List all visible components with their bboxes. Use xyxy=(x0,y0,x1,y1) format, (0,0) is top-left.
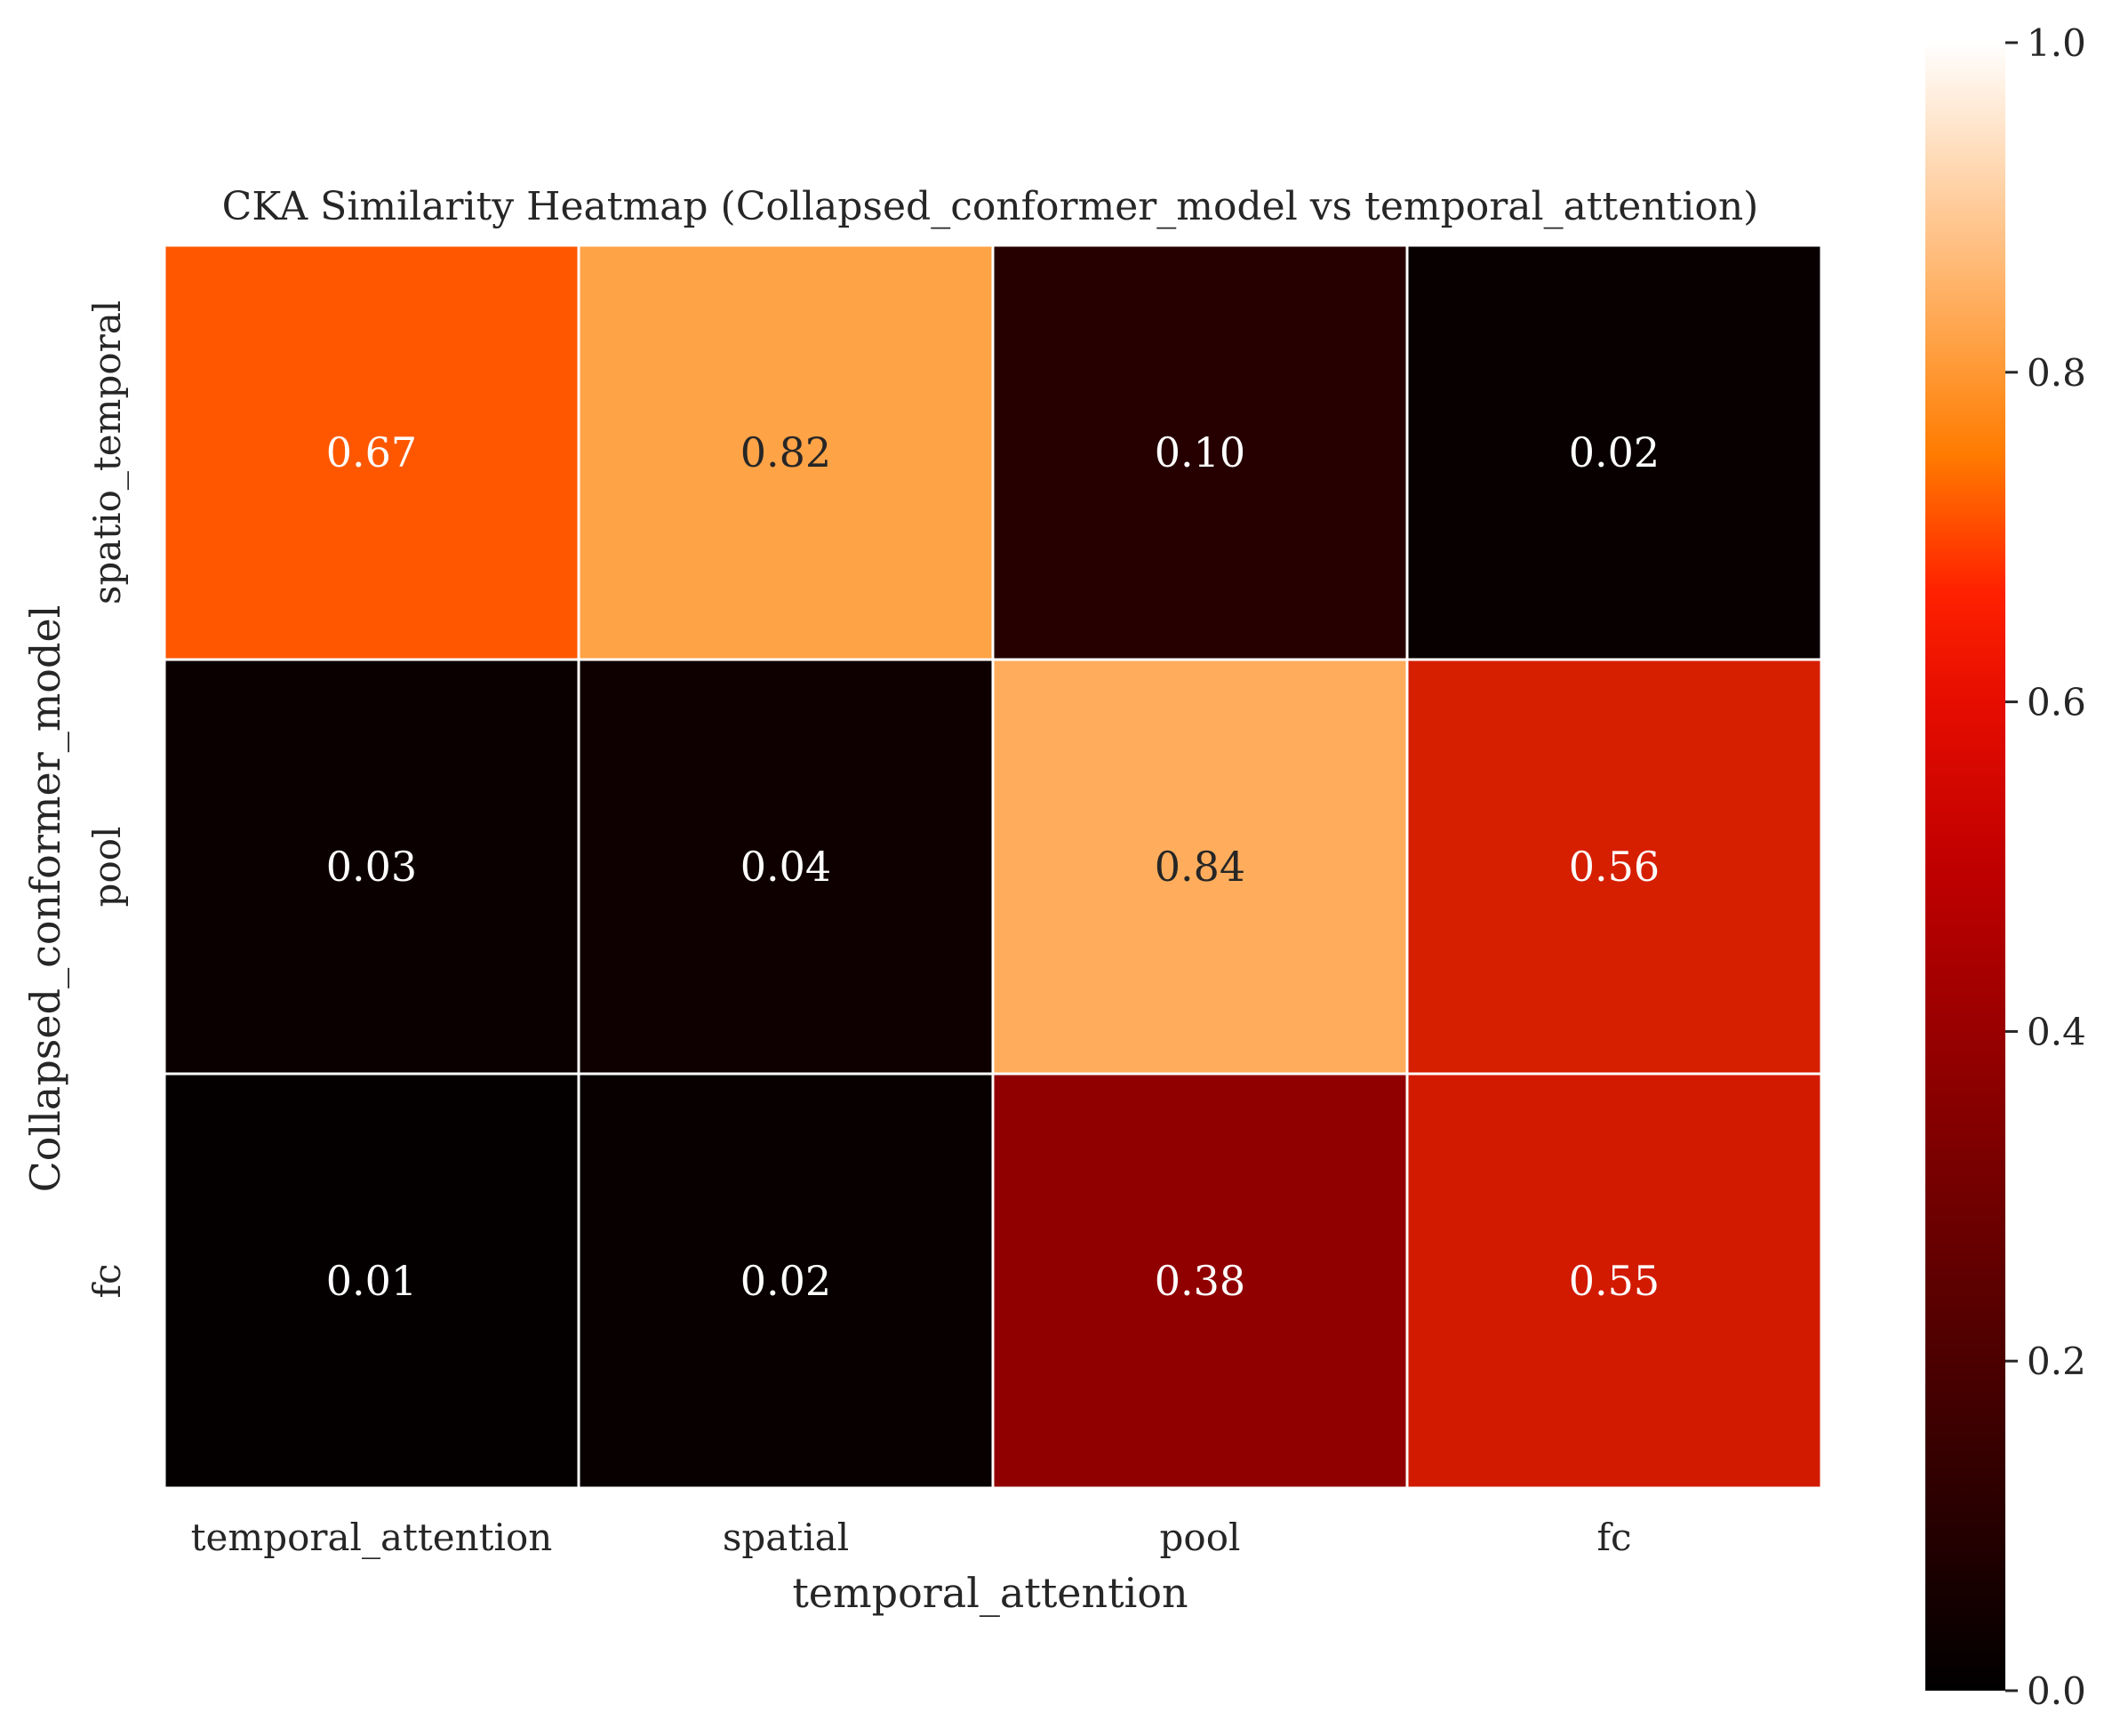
heatmap-cells xyxy=(163,244,1823,1490)
colorbar-tick-label: 0.8 xyxy=(2027,351,2086,395)
heatmap-cell xyxy=(163,658,580,1076)
cell-value-label: 0.67 xyxy=(326,428,417,476)
heatmap-cell xyxy=(1405,244,1823,661)
colorbar-tick-label: 0.0 xyxy=(2027,1669,2086,1713)
y-tick-label: pool xyxy=(85,827,129,908)
heatmap-cell xyxy=(577,658,995,1076)
cell-value-label: 0.02 xyxy=(1569,428,1660,476)
heatmap-cell xyxy=(577,244,995,661)
cell-value-label: 0.84 xyxy=(1155,843,1245,891)
cell-value-label: 0.01 xyxy=(326,1257,417,1305)
x-tick-label: spatial xyxy=(723,1516,849,1559)
y-tick-label: fc xyxy=(85,1263,129,1298)
heatmap-cell-labels: 0.67 0.82 0.10 0.02 0.03 0.04 0.84 0.56 0.01 0.02… xyxy=(326,428,1660,1305)
cell-value-label: 0.04 xyxy=(740,843,831,891)
x-tick-label: pool xyxy=(1160,1516,1241,1559)
x-tick-label: fc xyxy=(1596,1516,1631,1559)
colorbar-tick-label: 0.4 xyxy=(2027,1010,2086,1053)
x-axis-ticks: temporal_attention spatial pool fc xyxy=(191,1516,1632,1559)
heatmap-cell xyxy=(1405,1072,1823,1490)
cell-value-label: 0.56 xyxy=(1569,843,1660,891)
heatmap-cell xyxy=(1405,658,1823,1076)
y-tick-label: spatio_temporal xyxy=(85,300,129,604)
cell-value-label: 0.82 xyxy=(740,428,831,476)
heatmap-cell xyxy=(577,1072,995,1490)
colorbar-gradient xyxy=(1925,43,2005,1691)
colorbar-ticks: 0.0 0.2 0.4 0.6 0.8 1.0 xyxy=(2005,21,2086,1713)
colorbar-tick-label: 1.0 xyxy=(2027,21,2086,65)
cell-value-label: 0.38 xyxy=(1155,1257,1245,1305)
colorbar: 0.0 0.2 0.4 0.6 0.8 1.0 xyxy=(1925,21,2086,1713)
cell-value-label: 0.55 xyxy=(1569,1257,1660,1305)
heatmap-cell xyxy=(991,244,1409,661)
colorbar-tick-label: 0.2 xyxy=(2027,1340,2086,1383)
cell-value-label: 0.02 xyxy=(740,1257,831,1305)
colorbar-tick-label: 0.6 xyxy=(2027,681,2086,724)
heatmap-cell xyxy=(163,244,580,661)
x-axis-label: temporal_attention xyxy=(792,1569,1188,1617)
heatmap-cell xyxy=(163,1072,580,1490)
y-axis-label: Collapsed_conformer_model xyxy=(21,605,69,1193)
cell-value-label: 0.03 xyxy=(326,843,417,891)
chart-title: CKA Similarity Heatmap (Collapsed_confor… xyxy=(222,184,1759,229)
heatmap-cell xyxy=(991,658,1409,1076)
x-tick-label: temporal_attention xyxy=(191,1516,553,1559)
cell-value-label: 0.10 xyxy=(1155,428,1245,476)
